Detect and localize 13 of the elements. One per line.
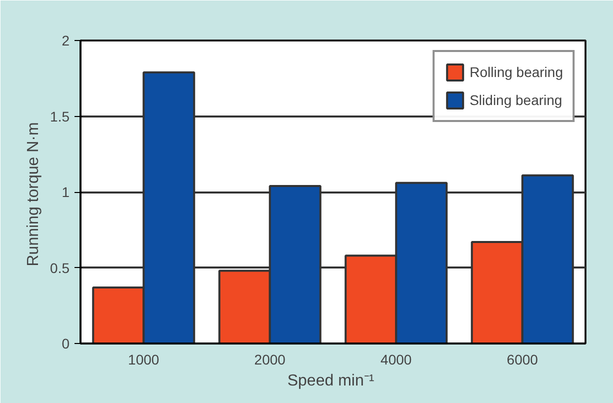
x-tick-label: 6000 xyxy=(506,352,538,368)
y-tick-label: 2 xyxy=(62,32,70,48)
legend-label: Rolling bearing xyxy=(470,64,563,80)
y-axis-title: Running torque N·m xyxy=(25,122,42,266)
y-tick-label: 1.5 xyxy=(50,108,70,124)
y-tick-label: 1 xyxy=(62,184,70,200)
x-tick-label: 1000 xyxy=(128,352,160,368)
x-axis-title: Speed min⁻¹ xyxy=(287,372,374,390)
y-tick-label: 0.5 xyxy=(50,260,70,276)
legend-label: Sliding bearing xyxy=(470,92,562,108)
x-tick-label: 2000 xyxy=(254,352,286,368)
y-tick-label: 0 xyxy=(62,336,70,352)
x-tick-label: 4000 xyxy=(380,352,412,368)
